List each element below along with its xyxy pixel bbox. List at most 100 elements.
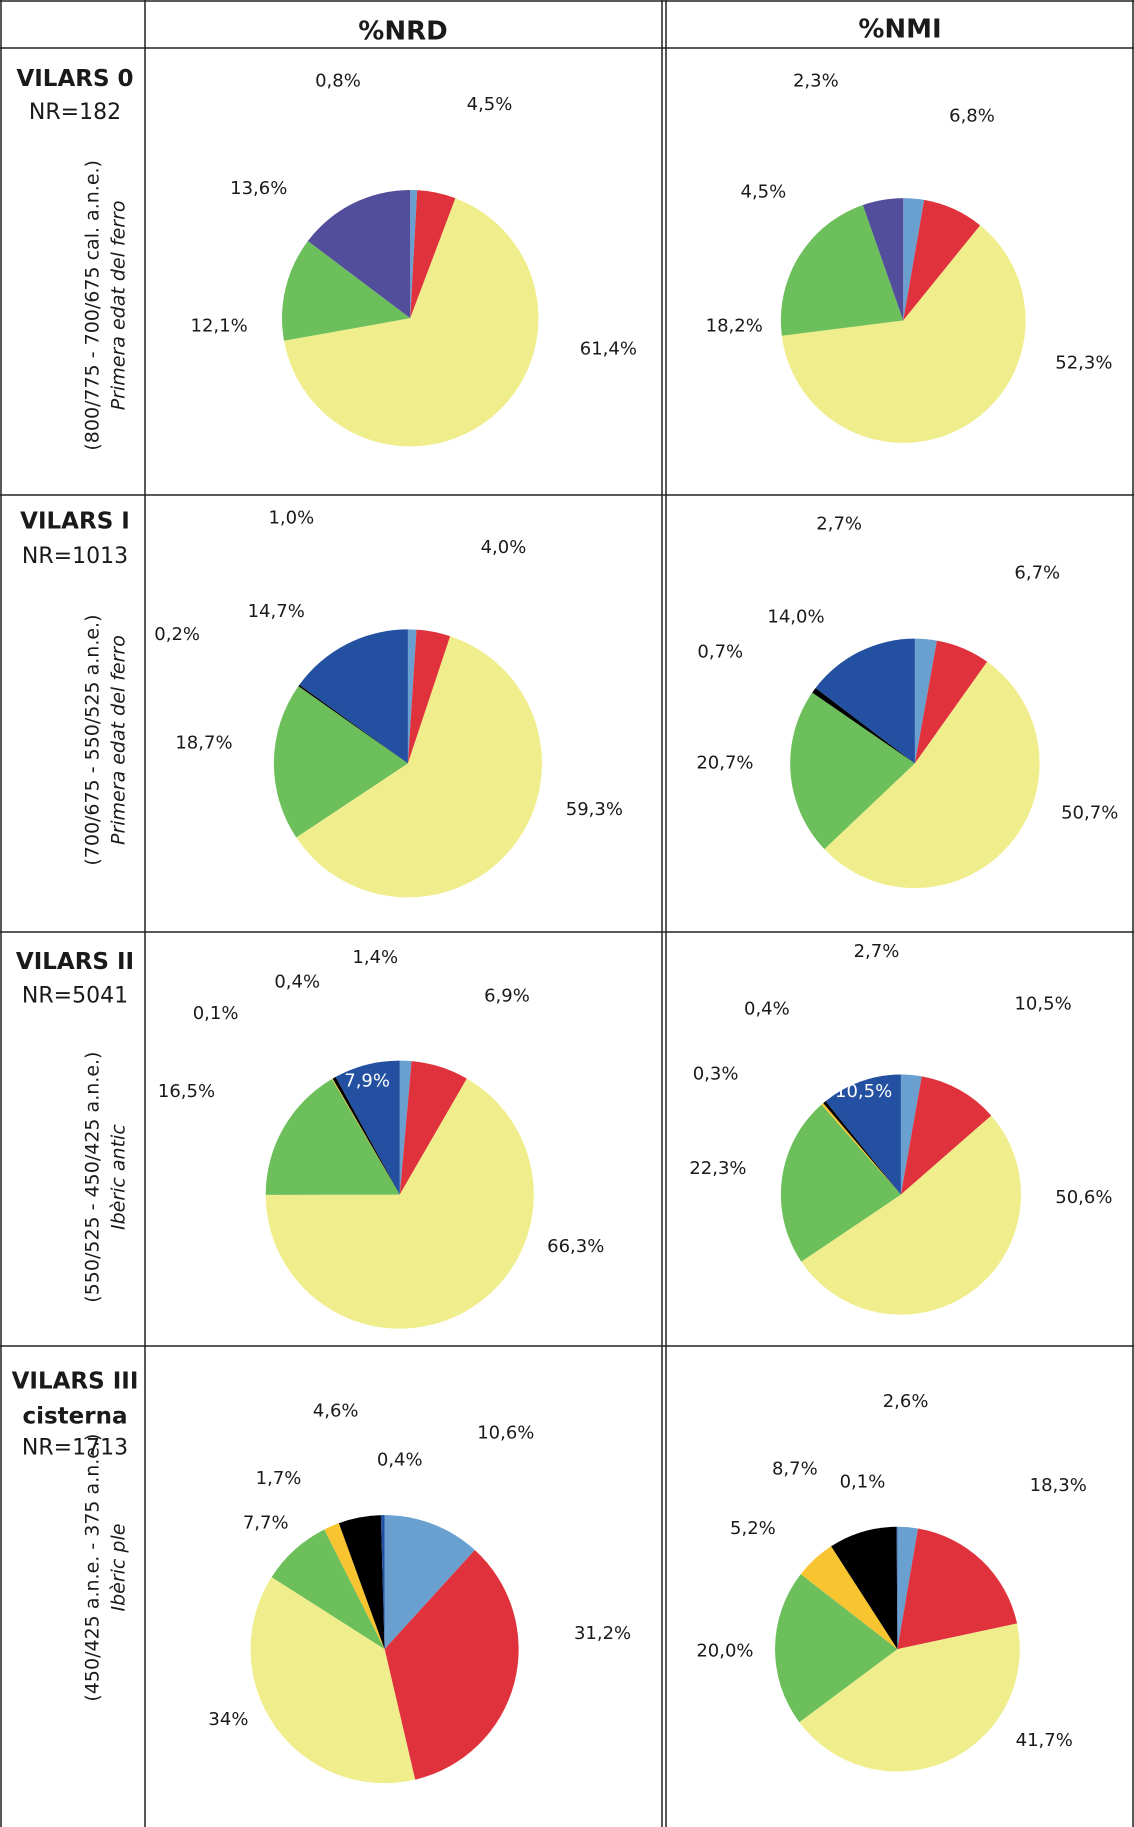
pie-slice <box>332 1076 400 1195</box>
value-label: 2,7% <box>854 941 900 962</box>
pie-slice <box>790 692 915 850</box>
value-label: 8,7% <box>772 1459 818 1480</box>
pie-chart: 10,6% 31,2% 34% 7,7% 1,7% 4,6% 0,4% <box>208 1400 631 1784</box>
pie-slice <box>296 636 542 898</box>
pie-slice <box>250 1577 416 1784</box>
pie-slice <box>800 1546 898 1650</box>
value-label: 10,6% <box>477 1423 534 1444</box>
value-label: 1,0% <box>268 508 314 529</box>
value-label: 6,9% <box>484 985 530 1006</box>
pie-slice <box>903 199 981 321</box>
pie-slice <box>399 1060 412 1195</box>
value-label: 66,3% <box>547 1236 604 1257</box>
pie-chart: 2,3% 6,8% 52,3% 18,2% 4,5% <box>706 71 1112 443</box>
pie-slice <box>780 1104 901 1262</box>
value-label: 16,5% <box>158 1081 215 1102</box>
value-label: 4,0% <box>481 537 527 558</box>
pie-slice <box>384 1550 519 1780</box>
pie-chart: 1,4% 6,9% 66,3% 16,5% 0,1% 0,4% 7,9% <box>158 947 604 1329</box>
pie-slice <box>399 1061 467 1195</box>
date-range: (550/525 - 450/425 a.n.e.) <box>82 1052 104 1303</box>
pie-slice <box>799 1623 1020 1772</box>
value-label: 4,6% <box>313 1400 359 1421</box>
value-label: 18,7% <box>175 733 232 754</box>
pie-slice <box>812 687 915 764</box>
value-label: 0,7% <box>697 642 743 663</box>
pie-slice <box>823 1101 901 1195</box>
sample-size: NR=5041 <box>22 983 128 1008</box>
value-label: 0,2% <box>154 624 200 645</box>
value-label: 0,4% <box>744 998 790 1019</box>
pie-slice <box>900 1076 992 1195</box>
value-label: 13,6% <box>230 178 287 199</box>
value-label: 14,0% <box>767 607 824 628</box>
period: Primera edat del ferro <box>108 635 130 845</box>
value-label: 31,2% <box>574 1623 631 1644</box>
date-range: (800/775 - 700/675 cal. a.n.e.) <box>82 160 104 451</box>
value-label: 18,3% <box>1030 1475 1087 1496</box>
pie-slice <box>324 1523 385 1650</box>
value-label: 6,7% <box>1014 562 1060 583</box>
value-label: 0,1% <box>840 1471 886 1492</box>
column-header: %NRD <box>358 17 447 47</box>
value-label: 7,7% <box>243 1512 289 1533</box>
pie-slice <box>896 1526 898 1650</box>
value-label: 4,5% <box>467 94 513 115</box>
value-label: 1,7% <box>256 1468 302 1489</box>
pie-slice <box>265 1078 400 1195</box>
pie-slice <box>862 198 904 321</box>
pie-slice <box>298 684 408 764</box>
pie-slice <box>331 1078 400 1195</box>
pie-chart: 0,8% 4,5% 61,4% 12,1% 13,6% <box>191 71 637 447</box>
pie-slice <box>781 225 1026 443</box>
sample-size: NR=182 <box>29 100 121 125</box>
value-label: 0,8% <box>315 71 361 92</box>
pie-slice <box>384 1515 475 1650</box>
value-label: 12,1% <box>191 315 248 336</box>
pie-slice <box>284 198 539 447</box>
pie-slice <box>338 1515 385 1650</box>
date-range: (700/675 - 550/525 a.n.e.) <box>82 614 104 865</box>
pie-slice <box>780 204 904 336</box>
value-label: 59,3% <box>566 799 623 820</box>
value-label: 7,9% <box>344 1071 390 1092</box>
pie-slice <box>407 629 417 764</box>
column-header: %NMI <box>858 15 941 45</box>
value-label: 22,3% <box>689 1158 746 1179</box>
pie-slice <box>410 190 456 319</box>
value-label: 10,5% <box>1014 994 1071 1015</box>
date-range: (450/425 a.n.e. - 375 a.n.e.) <box>82 1434 104 1702</box>
value-label: 41,7% <box>1016 1730 1073 1751</box>
sample-size: NR=1013 <box>22 544 128 569</box>
pie-slice <box>271 1529 385 1650</box>
value-label: 20,0% <box>696 1640 753 1661</box>
pie-slice <box>914 640 988 764</box>
value-label: 6,8% <box>949 106 995 127</box>
pie-chart: 1,0% 4,0% 59,3% 18,7% 0,2% 14,7% <box>154 508 623 898</box>
value-label: 2,7% <box>816 513 862 534</box>
period: Primera edat del ferro <box>108 200 130 410</box>
pie-slice <box>824 661 1040 889</box>
pie-chart: 2,6% 18,3% 41,7% 20,0% 5,2% 8,7% 0,1% <box>696 1391 1087 1772</box>
pie-slice <box>897 1526 919 1650</box>
pie-slice <box>335 1060 400 1195</box>
pie-slice <box>831 1526 898 1650</box>
value-label: 0,3% <box>693 1064 739 1085</box>
pie-slice <box>897 1528 1018 1650</box>
value-label: 2,3% <box>793 71 839 92</box>
site-name: VILARS I <box>20 509 130 535</box>
pie-slice <box>903 198 925 321</box>
pie-slice <box>282 240 411 341</box>
pie-chart: 2,7% 10,5% 50,6% 22,3% 0,3% 0,4% 10,5% <box>689 941 1112 1315</box>
value-label: 50,7% <box>1061 802 1118 823</box>
period: Ibèric ple <box>108 1524 130 1612</box>
pie-slice <box>900 1074 922 1195</box>
pie-slice <box>821 1103 901 1195</box>
value-label: 61,4% <box>580 339 637 360</box>
pie-slice <box>775 1574 898 1723</box>
value-label: 1,4% <box>352 947 398 968</box>
value-label: 0,4% <box>377 1449 423 1470</box>
value-label: 4,5% <box>741 181 787 202</box>
